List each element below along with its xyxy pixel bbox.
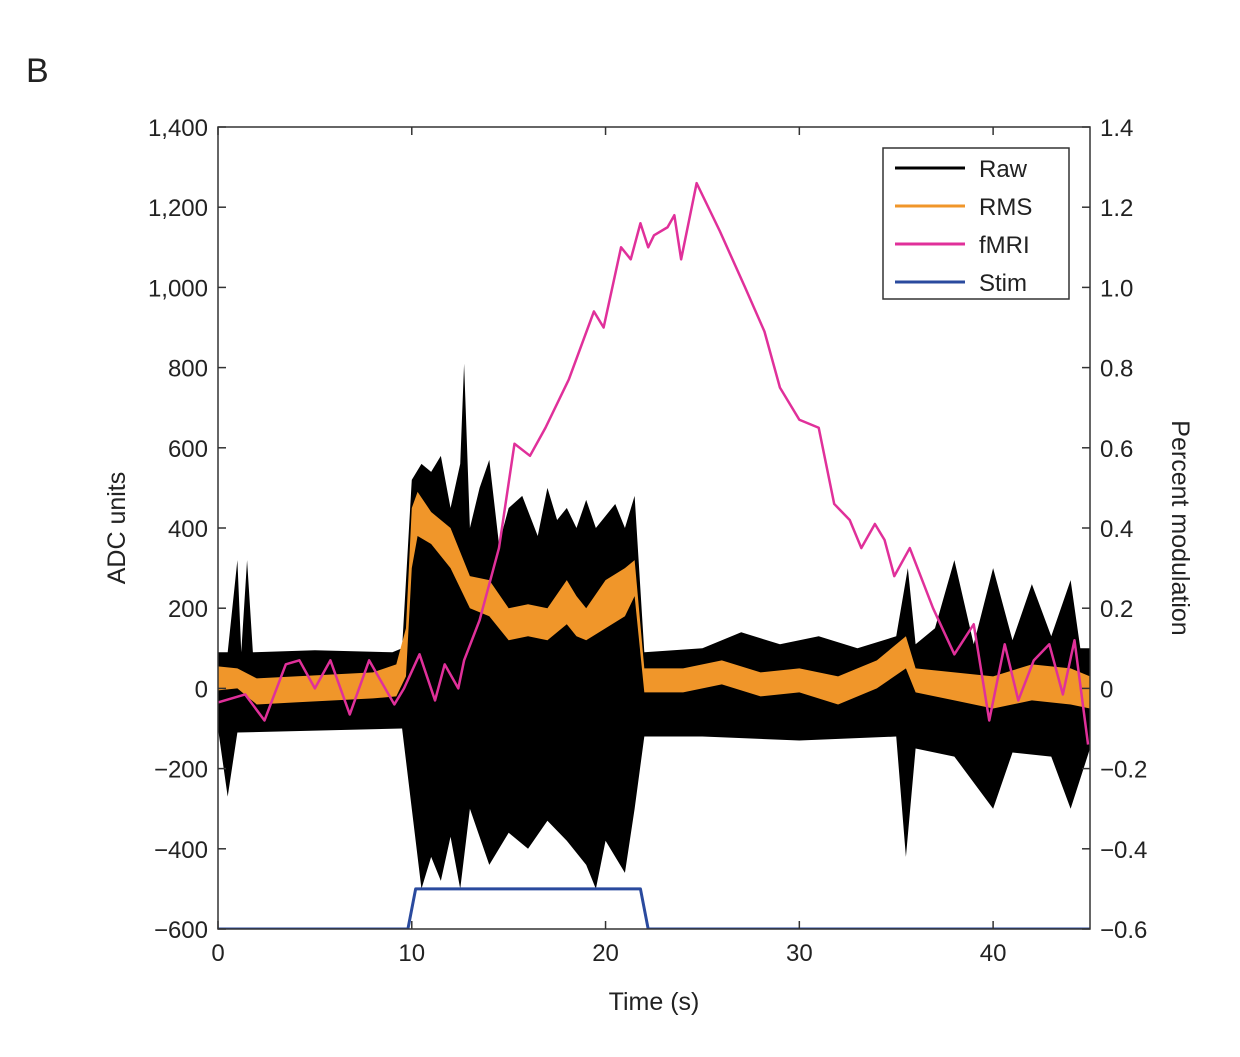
y-tick-label: 1,400 — [148, 115, 208, 142]
y2-tick-label: 1.2 — [1100, 195, 1133, 222]
legend-label-fmri: fMRI — [979, 232, 1030, 259]
y2-tick-label: 0 — [1100, 676, 1113, 703]
y2-tick-label: 0.4 — [1100, 516, 1133, 543]
y2-tick-label: −0.4 — [1100, 837, 1147, 864]
series-raw-area — [218, 363, 1090, 889]
legend-label-raw: Raw — [979, 156, 1028, 183]
y2-tick-label: 0.6 — [1100, 436, 1133, 463]
y-tick-label: 0 — [195, 676, 208, 703]
legend-label-stim: Stim — [979, 270, 1027, 297]
y2-tick-label: 1.4 — [1100, 115, 1133, 142]
y2-tick-label: 1.0 — [1100, 275, 1133, 302]
x-axis-label: Time (s) — [609, 988, 700, 1016]
x-tick-label: 30 — [786, 940, 813, 967]
panel-label: B — [26, 52, 49, 90]
y-tick-label: 1,000 — [148, 275, 208, 302]
y-tick-label: 1,200 — [148, 195, 208, 222]
y-tick-label: 600 — [168, 436, 208, 463]
y-tick-label: 200 — [168, 596, 208, 623]
y-tick-label: −400 — [154, 837, 208, 864]
legend — [882, 147, 1070, 300]
series-rms-area — [218, 491, 1090, 709]
y2-axis-label: Percent modulation — [1166, 420, 1194, 635]
y-axis-label: ADC units — [103, 472, 131, 585]
y2-tick-label: 0.2 — [1100, 596, 1133, 623]
y2-tick-label: −0.2 — [1100, 757, 1147, 784]
legend-label-rms: RMS — [979, 194, 1032, 221]
y-tick-label: −600 — [154, 917, 208, 944]
x-tick-label: 0 — [211, 940, 224, 967]
series-fmri-line — [218, 181, 1090, 745]
y-tick-label: −200 — [154, 757, 208, 784]
y2-tick-label: 0.8 — [1100, 356, 1133, 383]
x-tick-label: 10 — [398, 940, 425, 967]
y-tick-label: 400 — [168, 516, 208, 543]
y2-tick-label: −0.6 — [1100, 917, 1147, 944]
x-tick-label: 40 — [980, 940, 1007, 967]
y-tick-label: 800 — [168, 356, 208, 383]
series-stim-line — [218, 887, 1090, 929]
x-tick-label: 20 — [592, 940, 619, 967]
